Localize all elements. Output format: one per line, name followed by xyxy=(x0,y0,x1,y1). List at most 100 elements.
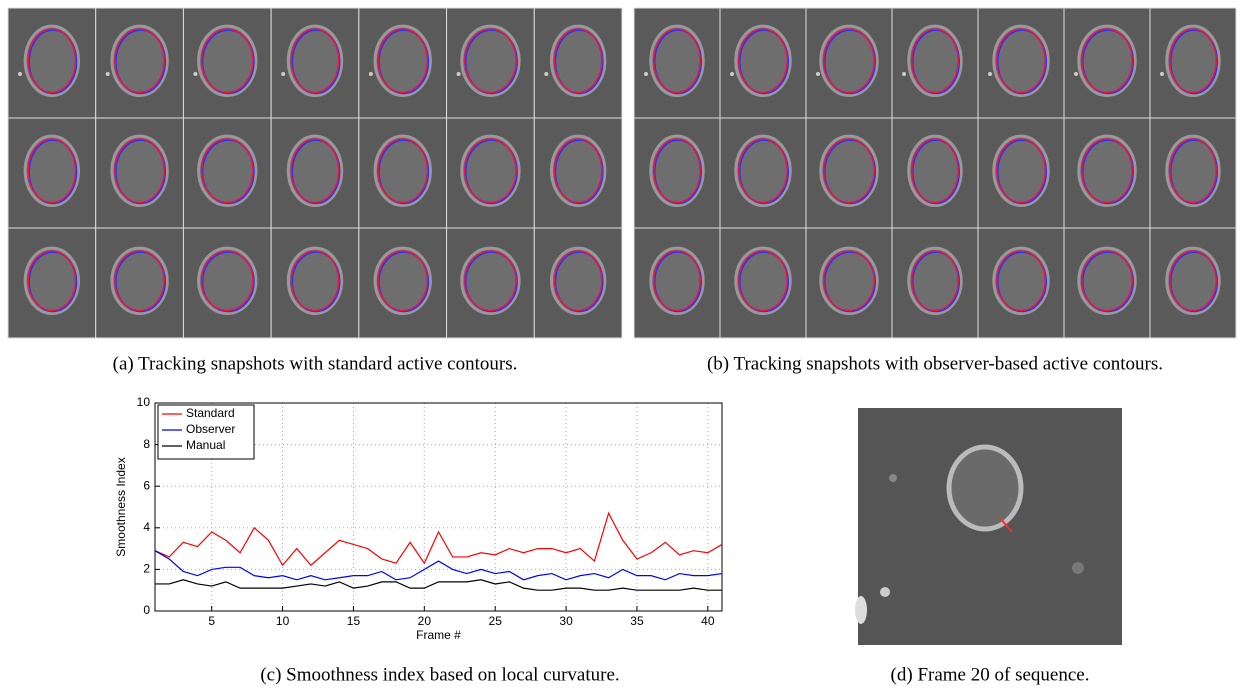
contour-observer xyxy=(201,139,255,205)
x-tick-label: 10 xyxy=(276,614,290,628)
halo xyxy=(992,246,1050,315)
contour-observer xyxy=(291,29,341,95)
contour-standard xyxy=(377,250,429,312)
contour-standard xyxy=(27,250,77,312)
halo xyxy=(992,134,1050,208)
halo xyxy=(286,134,344,208)
halo xyxy=(1165,246,1221,315)
halo xyxy=(734,246,792,315)
contour-observer xyxy=(28,139,78,205)
contour-standard xyxy=(653,250,701,312)
contour-observer xyxy=(554,139,604,205)
contour-observer xyxy=(378,251,430,313)
contour-observer xyxy=(291,251,341,313)
contour-observer xyxy=(115,139,167,205)
contour-observer xyxy=(824,139,876,205)
halo xyxy=(23,246,81,315)
spot xyxy=(18,72,22,76)
halo xyxy=(734,134,792,208)
spot xyxy=(730,72,734,76)
spot xyxy=(544,72,549,76)
spot xyxy=(880,587,890,597)
contour-observer xyxy=(28,251,78,313)
contour-standard xyxy=(911,28,959,94)
contour-observer xyxy=(739,29,789,95)
y-tick-label: 8 xyxy=(143,437,150,451)
contour-standard xyxy=(290,28,340,94)
halo xyxy=(649,134,705,208)
contour-observer xyxy=(739,251,789,313)
contour-standard xyxy=(200,250,254,312)
x-tick-label: 20 xyxy=(418,614,432,628)
contour-standard xyxy=(996,138,1046,204)
contour-standard xyxy=(290,250,340,312)
contour-standard xyxy=(1081,28,1133,94)
spot xyxy=(1160,72,1164,76)
contour-observer xyxy=(291,139,341,205)
halo xyxy=(110,246,169,315)
contour-standard xyxy=(738,28,788,94)
contour-observer xyxy=(654,251,702,313)
contour-standard xyxy=(911,138,959,204)
contour-observer xyxy=(997,251,1047,313)
contour-observer xyxy=(1170,251,1218,313)
halo xyxy=(649,24,705,97)
caption-d: (d) Frame 20 of sequence. xyxy=(891,664,1090,685)
contour-standard xyxy=(996,28,1046,94)
halo xyxy=(197,24,258,97)
contour-standard xyxy=(653,138,701,204)
halo xyxy=(907,134,963,208)
contour-observer xyxy=(997,139,1047,205)
x-tick-label: 30 xyxy=(559,614,573,628)
contour-observer xyxy=(912,29,960,95)
halo xyxy=(110,24,169,97)
contour-observer xyxy=(1170,139,1218,205)
legend-label: Manual xyxy=(186,438,225,452)
contour-observer xyxy=(378,29,430,95)
contour-standard xyxy=(200,138,254,204)
y-tick-label: 4 xyxy=(143,520,150,534)
halo xyxy=(110,134,169,208)
halo xyxy=(460,24,521,97)
contour-observer xyxy=(464,251,518,313)
contour-standard xyxy=(823,28,875,94)
contour-standard xyxy=(738,250,788,312)
halo xyxy=(549,134,607,208)
contour-observer xyxy=(739,139,789,205)
y-tick-label: 6 xyxy=(143,478,150,492)
spot xyxy=(988,72,992,76)
contour-standard xyxy=(200,28,254,94)
contour-standard xyxy=(553,138,603,204)
series-line xyxy=(154,511,723,567)
contour-standard xyxy=(553,250,603,312)
contour-observer xyxy=(115,251,167,313)
halo xyxy=(549,24,607,97)
contour-observer xyxy=(912,139,960,205)
spot xyxy=(368,72,373,76)
halo xyxy=(819,24,879,97)
halo xyxy=(549,246,607,315)
contour-standard xyxy=(27,138,77,204)
spot xyxy=(105,72,110,76)
halo xyxy=(373,134,432,208)
series-line xyxy=(155,579,722,591)
contour-standard xyxy=(1169,250,1217,312)
halo xyxy=(197,134,258,208)
halo xyxy=(734,24,792,97)
contour-observer xyxy=(554,29,604,95)
legend-label: Standard xyxy=(186,406,235,420)
contour-standard xyxy=(823,138,875,204)
x-tick-label: 40 xyxy=(701,614,715,628)
legend-label: Observer xyxy=(186,422,235,436)
contour-standard xyxy=(114,28,166,94)
caption-a: (a) Tracking snapshots with standard act… xyxy=(113,353,518,374)
contour-standard xyxy=(653,28,701,94)
contour-standard xyxy=(738,138,788,204)
contour-standard xyxy=(1081,250,1133,312)
contour-observer xyxy=(997,29,1047,95)
halo xyxy=(460,246,521,315)
spot xyxy=(456,72,461,76)
spot xyxy=(281,72,286,76)
contour-standard xyxy=(1169,28,1217,94)
